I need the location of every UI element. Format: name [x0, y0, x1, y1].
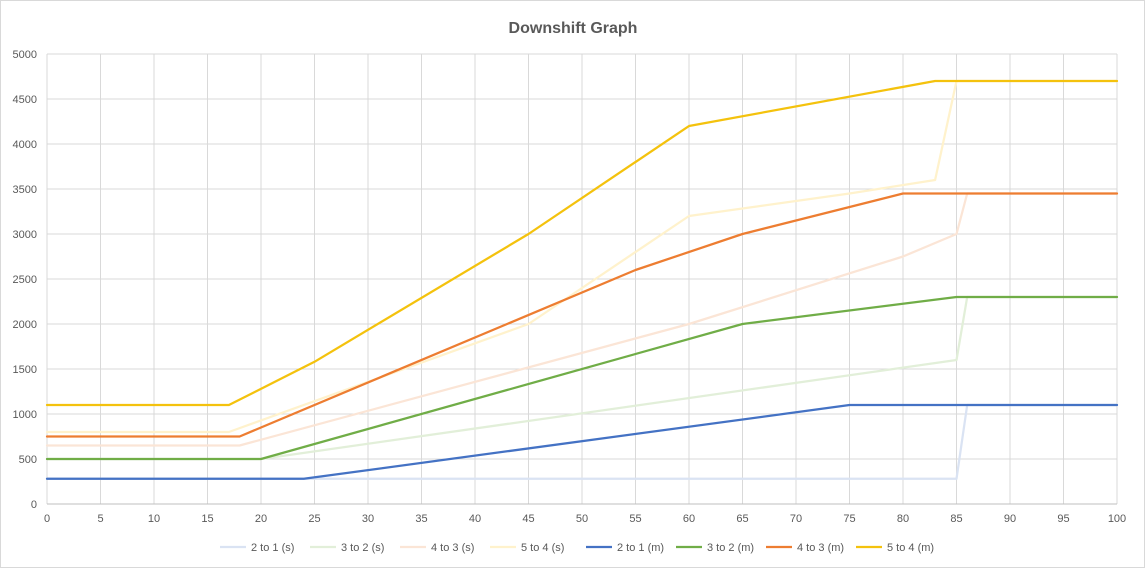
- y-tick-label: 500: [19, 454, 37, 466]
- x-tick-label: 85: [950, 513, 962, 525]
- series-line-5: [45, 295, 1119, 461]
- x-tick-label: 55: [629, 513, 641, 525]
- y-tick-label: 4000: [13, 139, 37, 151]
- x-tick-label: 75: [843, 513, 855, 525]
- legend-label: 2 to 1 (m): [617, 542, 664, 554]
- x-tick-label: 30: [362, 513, 374, 525]
- y-tick-label: 1000: [13, 409, 37, 421]
- y-tick-label: 1500: [13, 364, 37, 376]
- x-tick-label: 50: [576, 513, 588, 525]
- x-tick-label: 40: [469, 513, 481, 525]
- series-line-7: [45, 79, 1119, 407]
- series-line-4: [45, 403, 1119, 480]
- legend-label: 5 to 4 (m): [887, 542, 934, 554]
- chart-title: Downshift Graph: [509, 20, 638, 37]
- series-line-3: [45, 79, 1119, 434]
- legend-label: 3 to 2 (s): [341, 542, 384, 554]
- y-tick-label: 2500: [13, 274, 37, 286]
- x-tick-label: 10: [148, 513, 160, 525]
- series-layer: [45, 79, 1119, 480]
- legend-label: 4 to 3 (s): [431, 542, 474, 554]
- legend-label: 3 to 2 (m): [707, 542, 754, 554]
- grid-layer: [46, 53, 1118, 505]
- legend: 2 to 1 (s) 3 to 2 (s) 4 to 3 (s) 5 to 4 (s)…: [220, 542, 934, 554]
- x-tick-label: 45: [522, 513, 534, 525]
- legend-label: 2 to 1 (s): [251, 542, 294, 554]
- series-line-6: [45, 192, 1119, 438]
- y-tick-label: 3000: [13, 229, 37, 241]
- x-tick-label: 5: [97, 513, 103, 525]
- axis-layer: 0500100015002000250030003500400045005000…: [13, 49, 1127, 525]
- x-tick-label: 0: [44, 513, 50, 525]
- legend-label: 4 to 3 (m): [797, 542, 844, 554]
- legend-label: 5 to 4 (s): [521, 542, 564, 554]
- y-tick-label: 4500: [13, 94, 37, 106]
- x-tick-label: 25: [308, 513, 320, 525]
- x-tick-label: 100: [1108, 513, 1126, 525]
- x-tick-label: 80: [897, 513, 909, 525]
- x-tick-label: 35: [415, 513, 427, 525]
- y-tick-label: 3500: [13, 184, 37, 196]
- y-tick-label: 2000: [13, 319, 37, 331]
- x-tick-label: 95: [1057, 513, 1069, 525]
- x-tick-label: 90: [1004, 513, 1016, 525]
- y-tick-label: 5000: [13, 49, 37, 61]
- x-tick-label: 70: [790, 513, 802, 525]
- x-tick-label: 60: [683, 513, 695, 525]
- x-tick-label: 15: [201, 513, 213, 525]
- x-tick-label: 65: [736, 513, 748, 525]
- y-tick-label: 0: [31, 499, 37, 511]
- x-tick-label: 20: [255, 513, 267, 525]
